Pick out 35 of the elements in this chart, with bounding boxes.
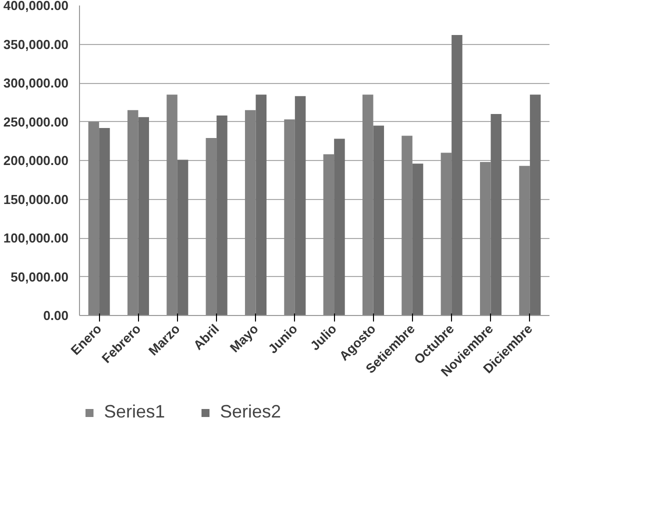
y-tick-label: 100,000.00 (3, 230, 69, 246)
bar (216, 116, 228, 316)
y-tick-label: 300,000.00 (3, 76, 69, 90)
y-tick-label: 350,000.00 (3, 36, 69, 52)
bar (480, 162, 491, 316)
bar (323, 154, 334, 316)
bar (166, 94, 178, 316)
bar (452, 34, 462, 316)
bar (99, 128, 110, 316)
bar (412, 164, 424, 316)
y-tick-label: 400,000.00 (3, 0, 69, 13)
y-tick-label: 200,000.00 (3, 153, 69, 168)
bar (256, 94, 267, 316)
bar (127, 110, 138, 316)
y-tick-label: 0.00 (43, 308, 69, 323)
y-tick-label: 150,000.00 (3, 192, 69, 207)
bar (294, 96, 306, 316)
bar (440, 152, 452, 316)
bar (373, 126, 384, 316)
bar (490, 114, 502, 316)
bar (362, 94, 374, 316)
bar (402, 136, 412, 316)
bar (334, 138, 345, 316)
bar (244, 110, 256, 316)
bar (88, 122, 100, 316)
y-tick-label: 50,000.00 (10, 269, 69, 284)
bar (530, 94, 541, 316)
bar (206, 138, 217, 316)
y-tick-label: 250,000.00 (3, 114, 69, 130)
legend-label: Series1 (104, 402, 166, 422)
bar (138, 117, 150, 316)
bar (177, 160, 188, 316)
bar (519, 166, 530, 316)
legend-label: Series2 (220, 402, 282, 422)
bar (284, 119, 295, 316)
